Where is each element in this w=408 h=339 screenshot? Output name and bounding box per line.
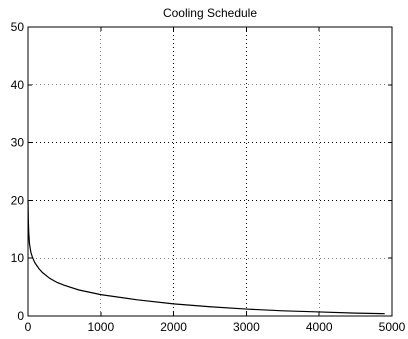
series-layer: [27, 200, 385, 315]
plot-area-frame: [27, 26, 393, 317]
x-tick-label: 1000: [87, 320, 114, 334]
y-tick-label: 30: [11, 136, 25, 150]
y-tick-label: 20: [11, 193, 25, 207]
y-tick-label: 0: [17, 309, 24, 323]
cooling-schedule-line: [27, 200, 385, 315]
y-tick-label: 40: [11, 78, 25, 92]
y-tick-label: 10: [11, 251, 25, 265]
x-tick-label: 2000: [160, 320, 187, 334]
tick-labels: 0 1000 2000 3000 4000 5000 0 10 20 30 40 50: [11, 20, 406, 334]
chart-title: Cooling Schedule: [163, 6, 257, 20]
y-tick-label: 50: [11, 20, 25, 34]
axis-ticks: [27, 26, 393, 317]
x-tick-label: 3000: [233, 320, 260, 334]
grid-lines: [28, 27, 392, 316]
x-tick-label: 5000: [379, 320, 406, 334]
x-tick-label: 4000: [306, 320, 333, 334]
x-tick-label: 0: [25, 320, 32, 334]
